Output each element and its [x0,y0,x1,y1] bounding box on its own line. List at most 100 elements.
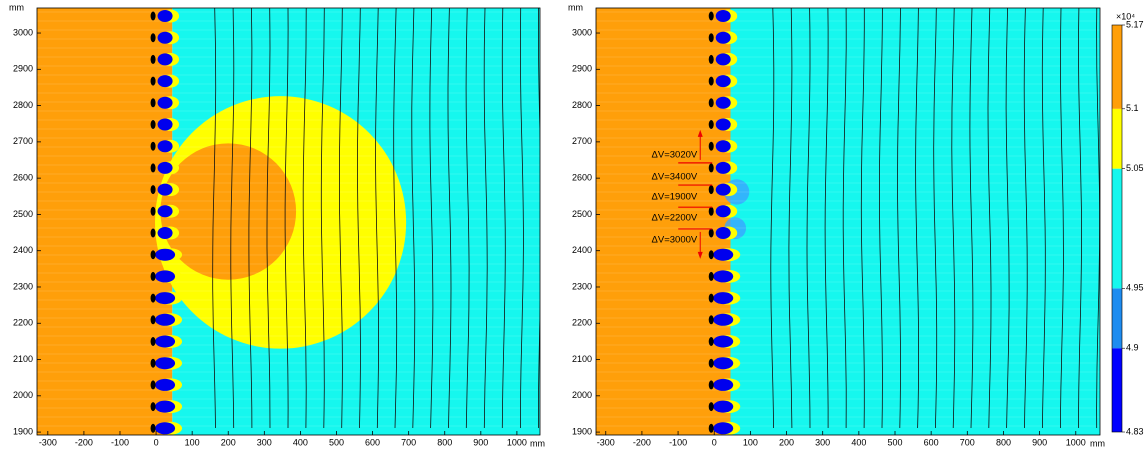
x-tick-label: 900 [473,437,488,447]
field-line [519,8,524,428]
electrode-core [150,98,156,108]
colorbar-tick-label: 4.83 [1126,426,1144,436]
electrode-core [150,250,156,260]
x-tick-label: 200 [221,437,236,447]
colorbar-tick-label: 4.9 [1126,343,1139,353]
electrode [157,31,173,44]
electrode [155,335,176,348]
x-tick-label: 300 [257,437,272,447]
y-tick-label: 2900 [572,64,592,74]
electrode-core [150,163,156,173]
electrode [715,161,731,174]
colorbar-scale: ×10⁴ [1116,11,1135,21]
field-region [160,143,297,280]
field-line [357,8,361,429]
field-line [1133,8,1136,428]
electrode [715,31,731,44]
electrode-core [708,185,714,195]
colorbar-tick-label: 5.17 [1126,19,1144,29]
colorbar-band [1112,108,1122,169]
electrode [713,292,734,305]
electrode-core [150,33,156,43]
x-tick-label: 0 [154,437,159,447]
field-line [933,8,938,429]
y-tick-label: 2100 [13,354,33,364]
x-tick-label: 600 [365,437,380,447]
x-tick-label: 400 [851,437,866,447]
y-unit: mm [568,2,583,12]
x-tick-label: -200 [633,437,651,447]
x-tick-label: -300 [597,437,615,447]
electrode-core [150,271,156,281]
x-tick-label: 200 [779,437,794,447]
field-line [557,8,560,428]
electrode-core [708,98,714,108]
y-tick-label: 2500 [13,209,33,219]
electrode [155,313,176,326]
electrode [157,96,173,109]
electrode [715,227,731,239]
field-line [1078,8,1082,429]
y-tick-label: 2800 [572,100,592,110]
x-tick-label: 1000 [507,437,527,447]
y-tick-label: 3000 [572,27,592,37]
electrode-core [150,402,156,412]
electrode-core [708,54,714,64]
plot-frame [36,7,541,436]
field-line [230,8,235,429]
electrode [715,75,731,88]
electrode [715,53,731,66]
field-line [915,8,919,429]
field-line [447,8,452,429]
x-tick-label: 300 [815,437,830,447]
x-tick-label: 500 [329,437,344,447]
field-line [266,8,271,429]
y-tick-label: 2700 [13,136,33,146]
plot-frame [595,7,1101,436]
y-tick-label: 2500 [572,209,592,219]
electrode [715,10,731,22]
colorbar-band [1112,348,1122,432]
electrode [157,183,173,196]
electrode-core [708,33,714,43]
electrode-core [708,423,714,433]
electrode [155,248,176,261]
x-tick-label: -200 [75,437,93,447]
x-tick-label: 800 [437,437,452,447]
electrode [713,335,734,348]
x-tick-label: 500 [887,437,902,447]
electrode-core [708,163,714,173]
electrode-core [708,402,714,412]
arrow-head [697,251,703,259]
field-line [951,8,956,429]
y-tick-label: 2400 [572,245,592,255]
electrode-core [708,293,714,303]
x-tick-label: -100 [669,437,687,447]
electrode-core [150,54,156,64]
electrode-core [708,228,714,238]
electrode [155,400,176,413]
electrode-core [708,358,714,368]
electrode-core [708,315,714,325]
y-tick-label: 2600 [13,173,33,183]
electrode-core [150,228,156,238]
electrode [713,270,734,283]
y-tick-label: 2000 [572,390,592,400]
electrode [713,313,734,326]
field-line [393,8,398,429]
field-line [411,8,416,429]
electrode [155,357,176,370]
electrode-core [150,358,156,368]
electrode-core [150,206,156,216]
x-tick-label: 700 [960,437,975,447]
y-tick-label: 2200 [572,318,592,328]
electrode-core [150,423,156,433]
annotation: ΔV=3020V [652,149,698,160]
field-line [987,8,992,429]
annotation: ΔV=3000V [652,235,698,246]
annotation: ΔV=2200V [652,213,698,224]
field-region [37,8,173,435]
electrode [713,357,734,370]
colorbar-tick-label: 5.1 [1126,103,1139,113]
plot-area [596,8,1136,435]
